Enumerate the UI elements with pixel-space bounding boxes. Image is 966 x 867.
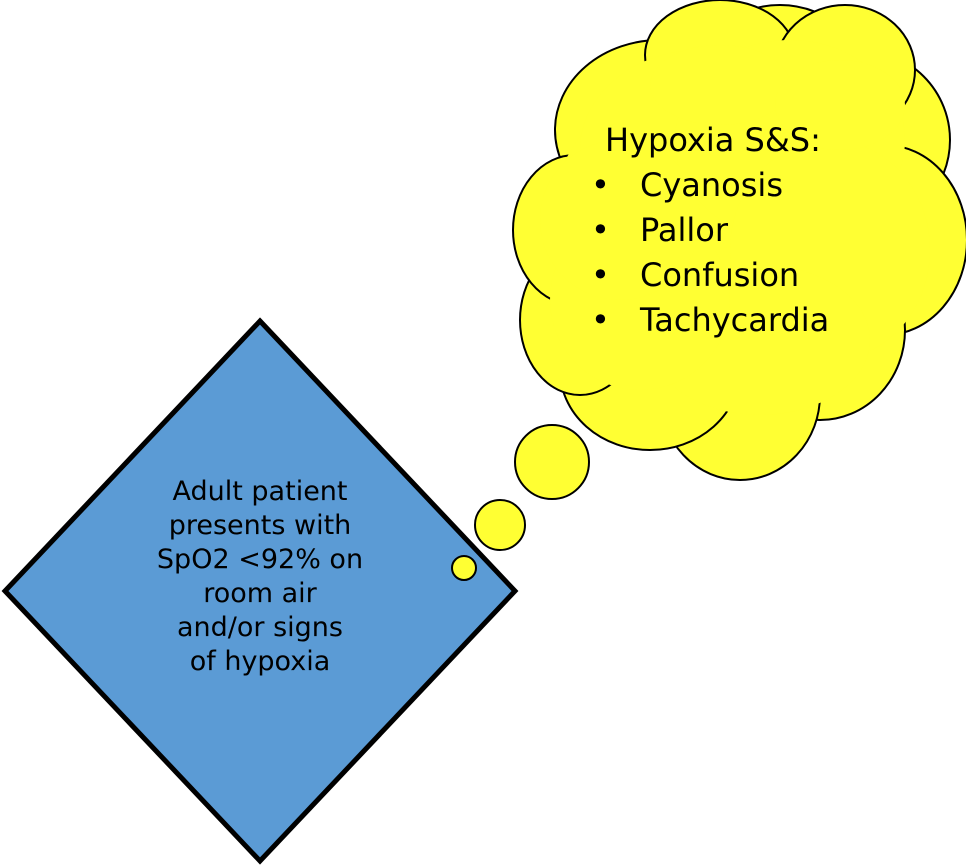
decision-text: Adult patient presents with SpO2 <92% on… xyxy=(130,475,390,679)
thought-cloud[interactable] xyxy=(512,0,966,481)
bullet-icon: • xyxy=(591,256,610,294)
decision-line: SpO2 <92% on xyxy=(156,544,364,575)
symptom-item: • Pallor xyxy=(585,208,885,253)
decision-line: and/or signs xyxy=(177,612,343,643)
cloud-title: Hypoxia S&S: xyxy=(605,121,821,159)
decision-diamond[interactable] xyxy=(1,317,519,865)
bullet-icon: • xyxy=(591,301,610,339)
symptom-item: • Cyanosis xyxy=(585,163,885,208)
decision-line: Adult patient xyxy=(172,476,348,507)
thought-bubble-small xyxy=(451,555,477,581)
bullet-icon: • xyxy=(591,211,610,249)
decision-line: room air xyxy=(203,578,317,609)
symptom-item: • Tachycardia xyxy=(585,298,885,343)
symptom-label: Pallor xyxy=(640,211,728,249)
bullet-icon: • xyxy=(591,166,610,204)
thought-bubble-medium xyxy=(474,499,526,551)
thought-bubble-large xyxy=(514,424,590,500)
symptom-label: Tachycardia xyxy=(640,301,830,339)
symptom-label: Cyanosis xyxy=(640,166,783,204)
symptom-label: Confusion xyxy=(640,256,800,294)
decision-line: presents with xyxy=(168,510,352,541)
cloud-text: Hypoxia S&S: • Cyanosis • Pallor • Confu… xyxy=(585,118,885,343)
decision-line: of hypoxia xyxy=(189,646,331,677)
symptom-item: • Confusion xyxy=(585,253,885,298)
symptom-list: • Cyanosis • Pallor • Confusion • Tachyc… xyxy=(585,163,885,343)
